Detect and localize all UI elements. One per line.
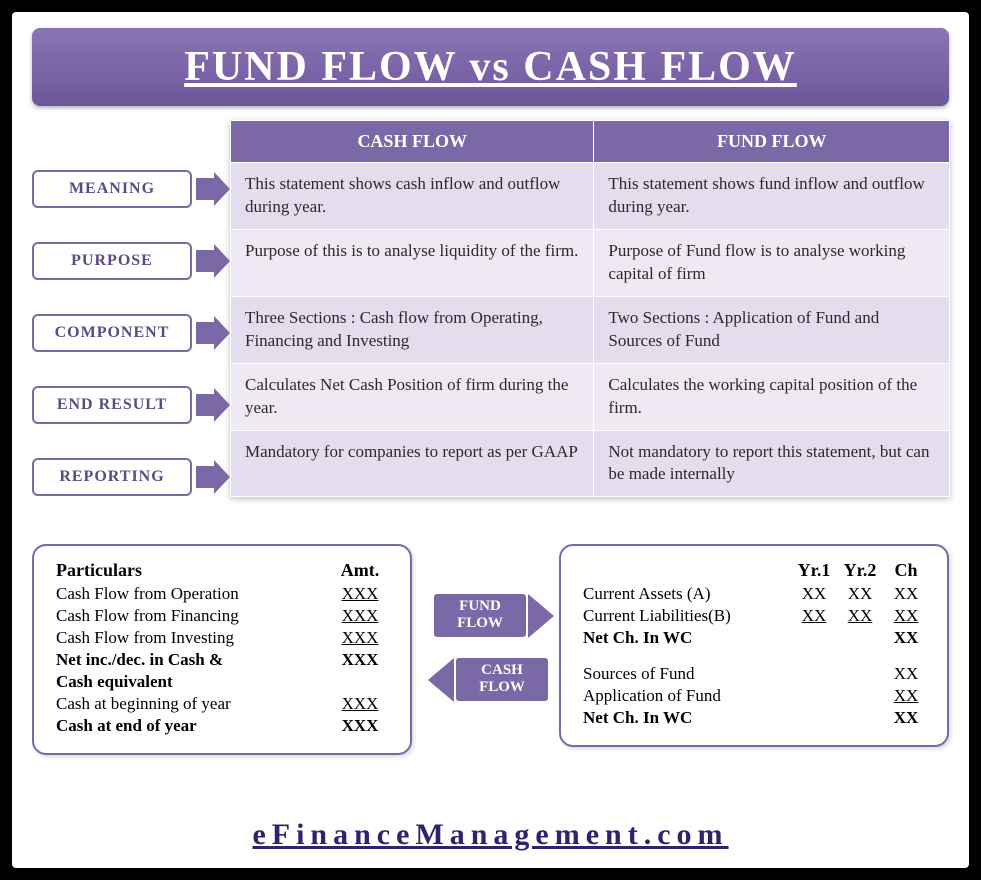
cash-flow-panel: Particulars Amt. Cash Flow from Operatio… bbox=[32, 544, 412, 755]
arrow-right-icon bbox=[196, 460, 230, 494]
list-item: Net Ch. In WCXX bbox=[579, 707, 929, 729]
cell-fund: This statement shows fund inflow and out… bbox=[594, 163, 950, 230]
cell: Current Liabilities(B) bbox=[579, 605, 791, 627]
row-label-meaning: MEANING bbox=[32, 170, 192, 208]
title-banner: FUND FLOW vs CASH FLOW bbox=[32, 28, 949, 106]
table-row: Mandatory for companies to report as per… bbox=[231, 430, 950, 497]
col-header-fund: FUND FLOW bbox=[594, 121, 950, 163]
arrow-right-icon bbox=[528, 594, 554, 638]
infographic-canvas: FUND FLOW vs CASH FLOW CASH FLOW FUND FL… bbox=[12, 12, 969, 868]
table-row: This statement shows cash inflow and out… bbox=[231, 163, 950, 230]
list-item: Current Assets (A)XXXXXX bbox=[579, 583, 929, 605]
cell-cash: This statement shows cash inflow and out… bbox=[231, 163, 594, 230]
page-title: FUND FLOW vs CASH FLOW bbox=[184, 43, 797, 91]
list-item: Application of FundXX bbox=[579, 685, 929, 707]
cell: Current Assets (A) bbox=[579, 583, 791, 605]
row-label-component: COMPONENT bbox=[32, 314, 192, 352]
particulars-cell: Cash Flow from Investing bbox=[52, 627, 328, 649]
particulars-header: Particulars bbox=[52, 558, 328, 583]
cell-fund: Purpose of Fund flow is to analyse worki… bbox=[594, 229, 950, 296]
cell bbox=[791, 627, 837, 649]
comparison-table: CASH FLOW FUND FLOW This statement shows… bbox=[230, 120, 950, 497]
amt-cell: XXX bbox=[328, 649, 392, 671]
cell: Application of Fund bbox=[579, 685, 883, 707]
particulars-cell: Net inc./dec. in Cash & bbox=[52, 649, 328, 671]
list-item: Current Liabilities(B)XXXXXX bbox=[579, 605, 929, 627]
cell: XX bbox=[791, 583, 837, 605]
cell: XX bbox=[883, 707, 929, 729]
list-item: Cash Flow from FinancingXXX bbox=[52, 605, 392, 627]
footer-link[interactable]: eFinanceManagement.com bbox=[12, 818, 969, 852]
cash-flow-pill: CASH FLOW bbox=[456, 658, 548, 701]
yr1-header: Yr.1 bbox=[791, 558, 837, 583]
table-row: Three Sections : Cash flow from Operatin… bbox=[231, 296, 950, 363]
particulars-cell: Cash at end of year bbox=[52, 715, 328, 737]
amt-cell: XXX bbox=[328, 627, 392, 649]
table-row: Calculates Net Cash Position of firm dur… bbox=[231, 363, 950, 430]
cell: XX bbox=[883, 685, 929, 707]
list-item: Cash Flow from InvestingXXX bbox=[52, 627, 392, 649]
list-item: Cash Flow from OperationXXX bbox=[52, 583, 392, 605]
cell-fund: Not mandatory to report this statement, … bbox=[594, 430, 950, 497]
cell: XX bbox=[837, 605, 883, 627]
cell-cash: Calculates Net Cash Position of firm dur… bbox=[231, 363, 594, 430]
amt-cell bbox=[328, 671, 392, 693]
list-item: Net Ch. In WC XX bbox=[579, 627, 929, 649]
ch-header: Ch bbox=[883, 558, 929, 583]
cell: XX bbox=[883, 627, 929, 649]
arrow-left-icon bbox=[428, 658, 454, 702]
table-row: Purpose of this is to analyse liquidity … bbox=[231, 229, 950, 296]
cell: XX bbox=[883, 663, 929, 685]
cell: XX bbox=[883, 605, 929, 627]
arrow-right-icon bbox=[196, 316, 230, 350]
amt-cell: XXX bbox=[328, 715, 392, 737]
list-item: Net inc./dec. in Cash &XXX bbox=[52, 649, 392, 671]
cell: Net Ch. In WC bbox=[579, 707, 883, 729]
list-item: Cash at beginning of yearXXX bbox=[52, 693, 392, 715]
row-label-end-result: END RESULT bbox=[32, 386, 192, 424]
row-label-purpose: PURPOSE bbox=[32, 242, 192, 280]
amt-cell: XXX bbox=[328, 605, 392, 627]
fund-flow-pill: FUND FLOW bbox=[434, 594, 526, 637]
list-item: Sources of FundXX bbox=[579, 663, 929, 685]
cell-cash: Purpose of this is to analyse liquidity … bbox=[231, 229, 594, 296]
arrow-right-icon bbox=[196, 244, 230, 278]
cell: XX bbox=[791, 605, 837, 627]
cell: XX bbox=[837, 583, 883, 605]
row-label-reporting: REPORTING bbox=[32, 458, 192, 496]
table-header-row: CASH FLOW FUND FLOW bbox=[231, 121, 950, 163]
particulars-cell: Cash equivalent bbox=[52, 671, 328, 693]
arrow-right-icon bbox=[196, 172, 230, 206]
particulars-cell: Cash at beginning of year bbox=[52, 693, 328, 715]
amt-cell: XXX bbox=[328, 693, 392, 715]
cell: XX bbox=[883, 583, 929, 605]
amt-header: Amt. bbox=[328, 558, 392, 583]
list-item: Cash at end of yearXXX bbox=[52, 715, 392, 737]
cell: Sources of Fund bbox=[579, 663, 883, 685]
cell-fund: Two Sections : Application of Fund and S… bbox=[594, 296, 950, 363]
particulars-cell: Cash Flow from Financing bbox=[52, 605, 328, 627]
fund-flow-panel: Yr.1 Yr.2 Ch Current Assets (A)XXXXXXCur… bbox=[559, 544, 949, 747]
yr2-header: Yr.2 bbox=[837, 558, 883, 583]
cell: Net Ch. In WC bbox=[579, 627, 791, 649]
cell-cash: Mandatory for companies to report as per… bbox=[231, 430, 594, 497]
cell bbox=[837, 627, 883, 649]
arrow-right-icon bbox=[196, 388, 230, 422]
particulars-cell: Cash Flow from Operation bbox=[52, 583, 328, 605]
cell-fund: Calculates the working capital position … bbox=[594, 363, 950, 430]
list-item: Cash equivalent bbox=[52, 671, 392, 693]
col-header-cash: CASH FLOW bbox=[231, 121, 594, 163]
amt-cell: XXX bbox=[328, 583, 392, 605]
cell-cash: Three Sections : Cash flow from Operatin… bbox=[231, 296, 594, 363]
